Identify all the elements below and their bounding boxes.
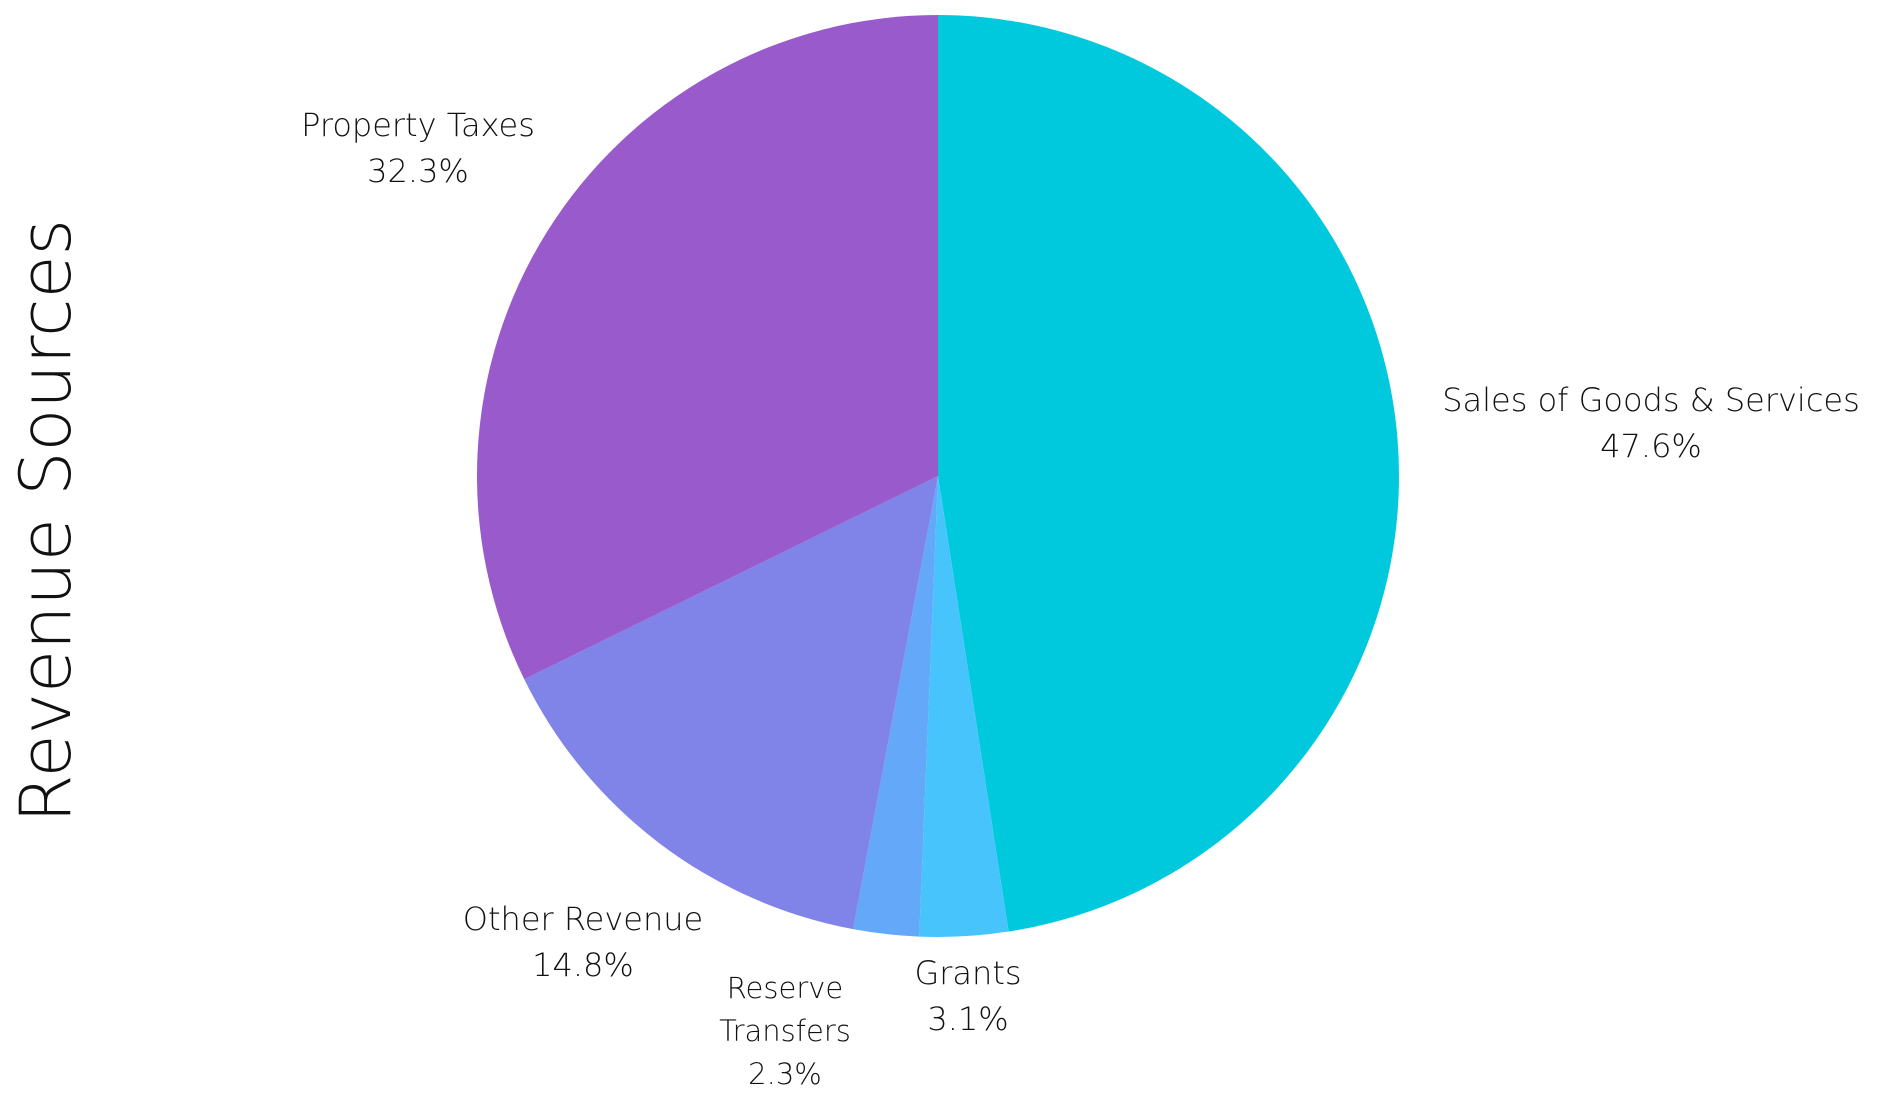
value-label: 32.3% <box>367 152 469 190</box>
pie-slice <box>477 15 938 680</box>
category-label: Property Taxes <box>301 106 535 144</box>
slice-label: Property Taxes 32.3% <box>301 102 535 194</box>
value-label: 2.3% <box>748 1056 822 1091</box>
slice-label: Other Revenue 14.8% <box>463 896 703 988</box>
pie-slice <box>938 15 1399 932</box>
category-label: Other Revenue <box>462 900 704 938</box>
category-label: Sales of Goods & Services <box>1442 381 1860 419</box>
slice-label: Sales of Goods & Services 47.6% <box>1442 377 1860 469</box>
category-label: Grants <box>914 954 1022 992</box>
value-label: 3.1% <box>927 1000 1009 1038</box>
value-label: 14.8% <box>532 946 634 984</box>
category-label: Reserve Transfers <box>719 970 851 1048</box>
slice-label: Reserve Transfers 2.3% <box>700 967 870 1096</box>
slice-label: Grants 3.1% <box>914 950 1021 1042</box>
pie-slice <box>919 476 1009 937</box>
pie-slice <box>853 476 938 937</box>
value-label: 47.6% <box>1600 427 1702 465</box>
pie-slice <box>524 476 938 930</box>
